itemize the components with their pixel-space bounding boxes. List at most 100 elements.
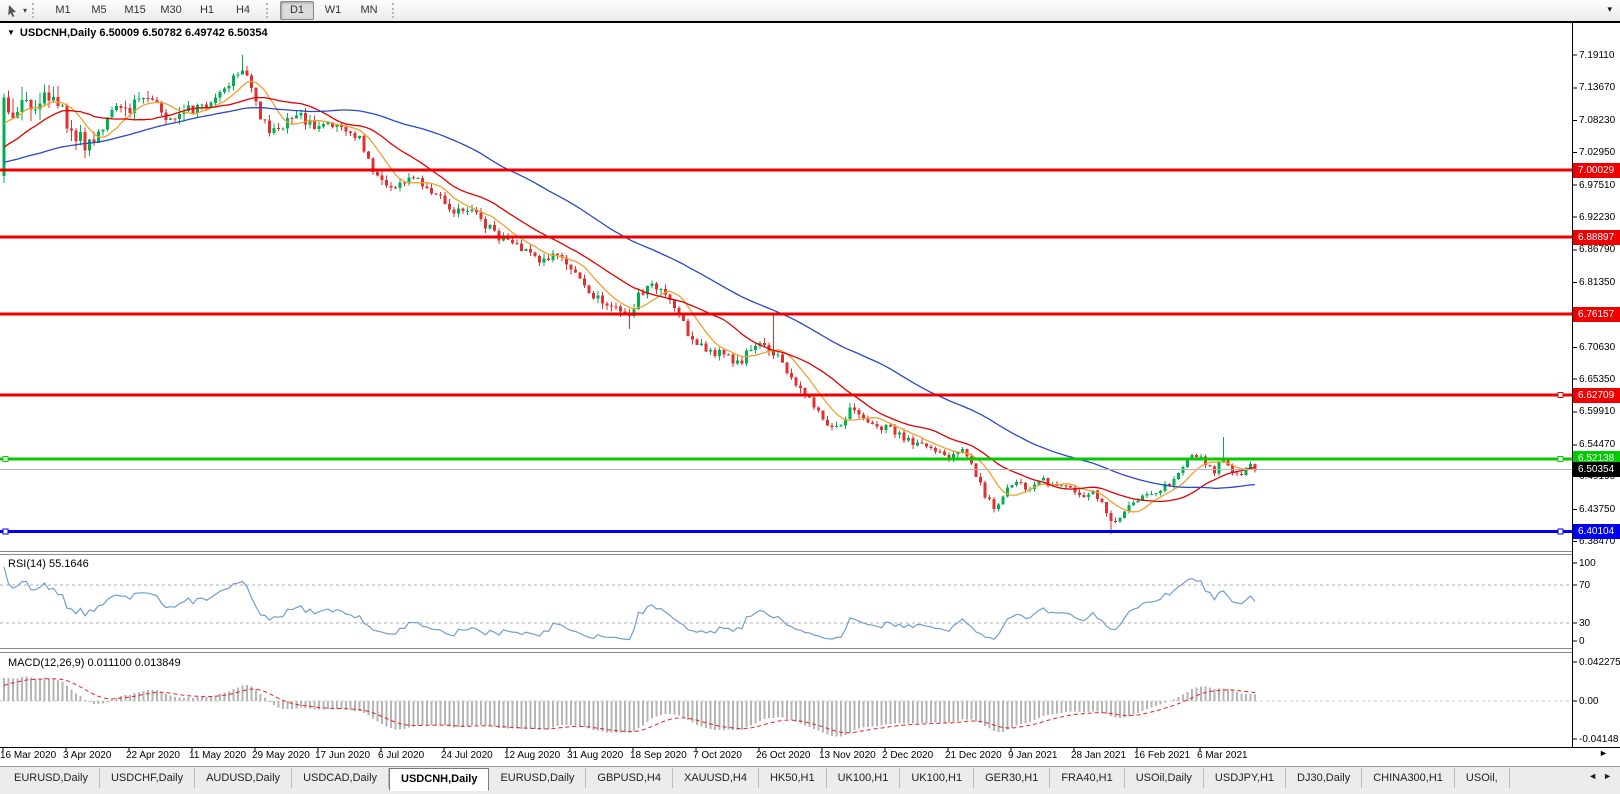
price-axis-label: 6.38470 [1579,536,1616,547]
cursor-tool-icon[interactable] [5,3,20,18]
macd-axis-label: 0.042275 [1579,657,1620,668]
toolbar-overflow-icon[interactable]: ▾ [1607,4,1612,14]
price-axis-label: 7.02950 [1579,147,1616,158]
time-axis-label: 16 Feb 2021 [1134,750,1191,761]
main-price-panel[interactable] [0,55,1572,535]
price-axis-label: 6.70630 [1579,342,1616,353]
time-axis-label: 3 Apr 2020 [63,750,112,761]
chart-tab-usoil-daily[interactable]: USOil,Daily [1125,768,1204,788]
time-axis-label: 9 Jan 2021 [1008,750,1058,761]
timeframe-button-MN[interactable]: MN [360,4,378,16]
tab-scroll-right-icon[interactable]: ► [1603,771,1612,781]
price-badge-6.62709: 6.62709 [1573,388,1620,403]
top-toolbar: ▾ M1 M5 M15 M30 H1 H4 D1 W1 MN ▾ [0,0,1620,22]
tab-scroll-arrows: ◄ ► [1584,768,1620,781]
rsi-axis-label: 70 [1579,580,1591,591]
chart-tab-usdcad-daily[interactable]: USDCAD,Daily [292,768,390,788]
price-axis-label: 7.08230 [1579,115,1616,126]
chart-tab-china300-h1[interactable]: CHINA300,H1 [1362,768,1455,788]
rsi-axis-label: 0 [1579,636,1585,647]
time-axis-label: 2 Dec 2020 [882,750,934,761]
time-axis-label: 24 Jul 2020 [441,750,493,761]
price-axis-label: 6.54470 [1579,439,1616,450]
time-axis-label: 22 Apr 2020 [126,750,180,761]
chart-tab-usdchf-daily[interactable]: USDCHF,Daily [100,768,196,788]
price-axis-label: 6.59910 [1579,406,1616,417]
time-axis-label: 12 Aug 2020 [504,750,561,761]
timeframe-button-H4[interactable]: H4 [235,4,251,16]
chart-title-symbol: USDCNH,Daily [19,27,97,39]
price-badge-6.88897: 6.88897 [1573,230,1620,245]
chart-tab-eurusd-daily[interactable]: EURUSD,Daily [3,768,100,788]
toolbar-grip [32,3,38,18]
price-axis-label: 6.92230 [1579,212,1616,223]
rsi-axis-label: 30 [1579,618,1591,629]
chart-tab-eurusd-daily[interactable]: EURUSD,Daily [489,768,587,788]
time-axis-label: 21 Dec 2020 [945,750,1002,761]
price-axis-label: 6.65350 [1579,374,1616,385]
chart-tab-uk100-h1[interactable]: UK100,H1 [827,768,901,788]
time-axis-label: 18 Sep 2020 [630,750,687,761]
chart-title-caret-icon: ▼ [7,28,15,37]
horizontal-lines[interactable] [0,168,1572,535]
price-badge-7.00029: 7.00029 [1573,163,1620,178]
time-axis-label: 16 Mar 2020 [0,750,57,761]
rsi-line [3,566,1256,641]
chart-frame [0,22,1620,748]
macd-signal-line [3,678,1256,734]
chart-tab-usoil-[interactable]: USOil, [1455,768,1510,788]
timeframe-button-M5[interactable]: M5 [91,4,107,16]
price-badge-6.50354: 6.50354 [1573,462,1620,477]
hline-handle-right[interactable] [1557,455,1564,462]
chart-tab-usdcnh-daily[interactable]: USDCNH,Daily [389,768,490,791]
chart-tab-bar: EURUSD,Daily USDCHF,Daily AUDUSD,Daily USDC… [0,766,1620,794]
timeframe-button-D1[interactable]: D1 [280,1,315,20]
toolbar-grip [266,3,272,18]
timeframe-button-W1[interactable]: W1 [324,4,342,16]
rsi-panel[interactable] [0,566,1572,641]
chart-tab-ger30-h1[interactable]: GER30,H1 [974,768,1051,788]
chart-tab-fra40-h1[interactable]: FRA40,H1 [1050,768,1125,788]
macd-indicator-label: MACD(12,26,9) 0.011100 0.013849 [8,657,181,669]
price-axis-label: 6.86790 [1579,244,1616,255]
price-axis-label: 7.13670 [1579,82,1616,93]
hline-handle-right[interactable] [1557,528,1564,535]
macd-axis-label: 0.00 [1579,696,1599,707]
chart-tab-hk50-h1[interactable]: HK50,H1 [759,768,827,788]
moving-average-20 [3,96,1256,503]
macd-axis-label: -0.04148 [1579,734,1619,745]
chart-tab-audusd-daily[interactable]: AUDUSD,Daily [195,768,293,788]
candlesticks[interactable] [2,55,1257,534]
time-axis-label: 17 Jun 2020 [315,750,371,761]
timeframe-button-M15[interactable]: M15 [124,4,146,16]
chart-title: ▼ USDCNH,Daily 6.50009 6.50782 6.49742 6.… [7,27,268,39]
chart-tab-gbpusd-h4[interactable]: GBPUSD,H4 [586,768,673,788]
time-axis-label: 29 May 2020 [252,750,310,761]
time-axis-label: 7 Oct 2020 [693,750,742,761]
chart-tab-dj30-daily[interactable]: DJ30,Daily [1286,768,1363,788]
chart-title-ohlc: 6.50009 6.50782 6.49742 6.50354 [99,27,268,39]
price-badge-6.40104: 6.40104 [1573,524,1620,539]
timeframe-button-H1[interactable]: H1 [199,4,215,16]
macd-panel[interactable] [0,676,1572,737]
tab-scroll-left-icon[interactable]: ◄ [1588,771,1598,781]
price-axis-label: 6.81350 [1579,277,1616,288]
chart-tab-xauusd-h4[interactable]: XAUUSD,H4 [673,768,759,788]
hline-handle-right[interactable] [1557,392,1564,399]
timeframe-button-M30[interactable]: M30 [160,4,182,16]
cursor-tool-caret-icon[interactable]: ▾ [23,6,28,15]
hline-handle-left[interactable] [2,528,9,535]
time-axis-label: 31 Aug 2020 [567,750,624,761]
hline-handle-left[interactable] [2,455,9,462]
scroll-to-end-icon[interactable]: ► [1599,748,1608,758]
chart-tab-usdjpy-h1[interactable]: USDJPY,H1 [1204,768,1287,788]
time-axis-label: 6 Mar 2021 [1197,750,1248,761]
timeframe-button-group: M1 M5 M15 M30 H1 H4 D1 W1 MN [45,1,387,20]
timeframe-button-M1[interactable]: M1 [55,4,71,16]
chart-tab-uk100-h1[interactable]: UK100,H1 [900,768,975,788]
time-axis-label: 6 Jul 2020 [378,750,425,761]
rsi-indicator-label: RSI(14) 55.1646 [8,558,89,570]
price-axis-label: 6.43750 [1579,504,1616,515]
time-axis-label: 26 Oct 2020 [756,750,811,761]
